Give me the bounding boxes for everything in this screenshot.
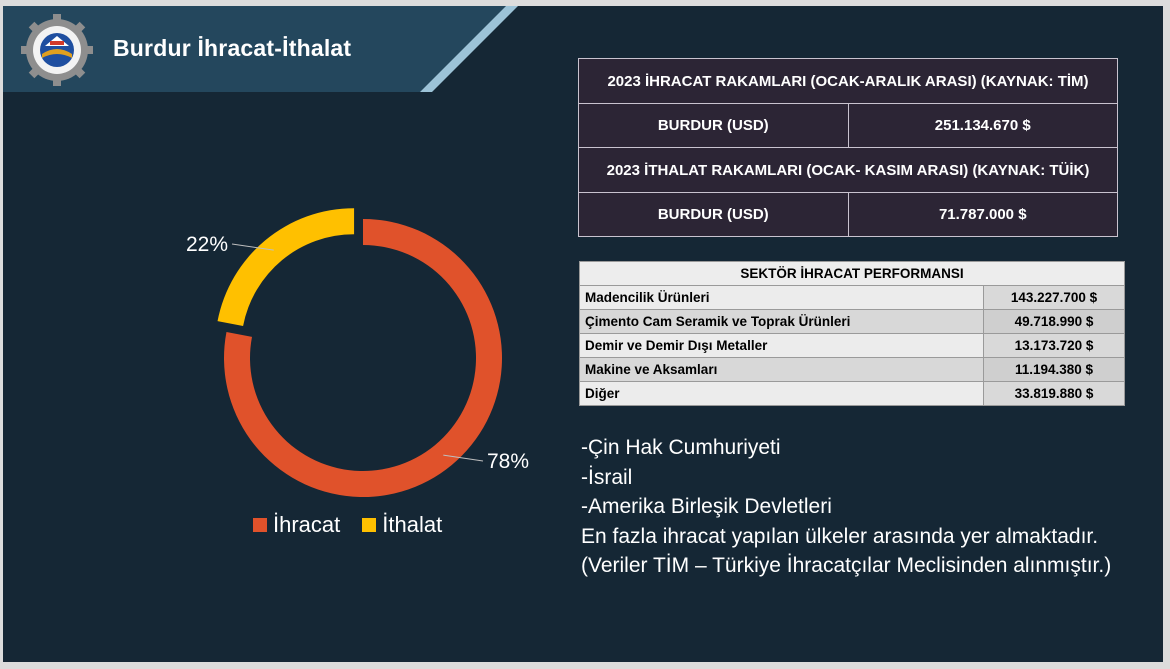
sector-name-cell: Diğer xyxy=(579,381,984,406)
chart-legend: İhracat İthalat xyxy=(253,512,442,538)
table-row: Diğer 33.819.880 $ xyxy=(579,381,1125,406)
header-band xyxy=(3,6,518,92)
legend-label-ithalat: İthalat xyxy=(382,512,443,537)
export-header-row: 2023 İHRACAT RAKAMLARI (OCAK-ARALIK ARAS… xyxy=(578,58,1118,104)
sector-value-cell: 33.819.880 $ xyxy=(983,381,1125,406)
sector-name-cell: Çimento Cam Seramik ve Toprak Ürünleri xyxy=(579,309,984,334)
table-row: Makine ve Aksamları 11.194.380 $ xyxy=(579,357,1125,382)
data-label-ihracat: 78% xyxy=(487,450,529,473)
legend-label-ihracat: İhracat xyxy=(273,512,341,537)
leader-line xyxy=(231,243,274,251)
table-row: Çimento Cam Seramik ve Toprak Ürünleri 4… xyxy=(579,309,1125,334)
export-countries-notes: -Çin Hak Cumhuriyeti -İsrail -Amerika Bi… xyxy=(581,433,1141,581)
import-header-cell: 2023 İTHALAT RAKAMLARI (OCAK- KASIM ARAS… xyxy=(578,147,1118,193)
leader-line xyxy=(443,454,484,462)
page-title: Burdur İhracat-İthalat xyxy=(113,35,352,61)
export-value-row: BURDUR (USD) 251.134.670 $ xyxy=(578,103,1118,148)
notes-line: -Çin Hak Cumhuriyeti xyxy=(581,436,781,459)
table-row: Demir ve Demir Dışı Metaller 13.173.720 … xyxy=(579,333,1125,358)
sector-name-cell: Demir ve Demir Dışı Metaller xyxy=(579,333,984,358)
donut-chart: 78% 22% xyxy=(186,208,529,497)
table-row: Madencilik Ürünleri 143.227.700 $ xyxy=(579,285,1125,310)
notes-line: -İsrail xyxy=(581,465,633,489)
import-value-cell: 71.787.000 $ xyxy=(847,192,1118,237)
sector-value-cell: 13.173.720 $ xyxy=(983,333,1125,358)
notes-line: (Veriler TİM – Türkiye İhracatçılar Mecl… xyxy=(581,554,1112,577)
sector-name-cell: Madencilik Ürünleri xyxy=(579,285,984,310)
export-value-cell: 251.134.670 $ xyxy=(847,103,1118,148)
sector-name-cell: Makine ve Aksamları xyxy=(579,357,984,382)
legend-swatch-ithalat xyxy=(362,518,377,532)
export-header-cell: 2023 İHRACAT RAKAMLARI (OCAK-ARALIK ARAS… xyxy=(578,58,1118,104)
data-label-ithalat: 22% xyxy=(186,233,228,256)
chamber-of-commerce-seal-icon xyxy=(21,14,93,86)
sector-export-table: SEKTÖR İHRACAT PERFORMANSI Madencilik Ür… xyxy=(579,261,1125,406)
notes-line: En fazla ihracat yapılan ülkeler arasınd… xyxy=(581,524,1099,548)
import-value-row: BURDUR (USD) 71.787.000 $ xyxy=(578,192,1118,237)
legend-item-ithalat: İthalat xyxy=(362,512,442,538)
slide: Burdur İhracat-İthalat 78% 22% İhracat İt… xyxy=(3,6,1163,662)
import-label-cell: BURDUR (USD) xyxy=(578,192,849,237)
notes-line: -Amerika Birleşik Devletleri xyxy=(581,495,832,518)
legend-swatch-ihracat xyxy=(253,518,267,532)
sector-value-cell: 11.194.380 $ xyxy=(983,357,1125,382)
sector-value-cell: 49.718.990 $ xyxy=(983,309,1125,334)
sector-table-title: SEKTÖR İHRACAT PERFORMANSI xyxy=(579,261,1125,286)
trade-summary-table: 2023 İHRACAT RAKAMLARI (OCAK-ARALIK ARAS… xyxy=(578,58,1118,237)
legend-item-ihracat: İhracat xyxy=(253,512,340,538)
export-label-cell: BURDUR (USD) xyxy=(578,103,849,148)
donut-slice-ithalat xyxy=(217,208,355,327)
sector-table-header-row: SEKTÖR İHRACAT PERFORMANSI xyxy=(579,261,1125,286)
import-header-row: 2023 İTHALAT RAKAMLARI (OCAK- KASIM ARAS… xyxy=(578,147,1118,193)
sector-value-cell: 143.227.700 $ xyxy=(983,285,1125,310)
